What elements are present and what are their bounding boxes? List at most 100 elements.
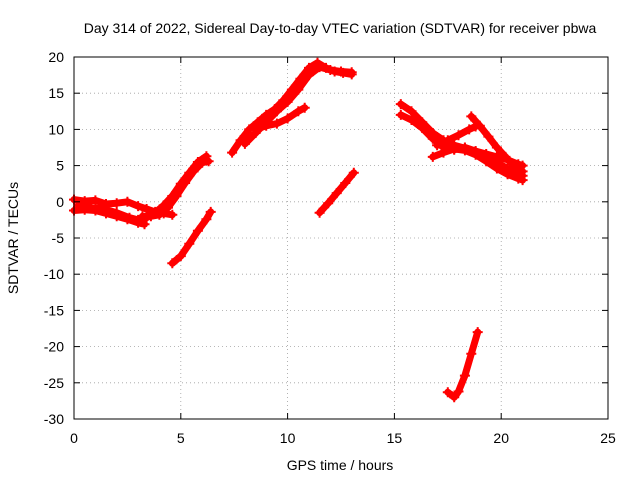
data-point-marker bbox=[464, 124, 475, 135]
data-point-marker bbox=[197, 157, 208, 168]
x-tick-label: 20 bbox=[493, 430, 509, 446]
series-line bbox=[444, 328, 482, 401]
y-tick-label: 20 bbox=[48, 49, 64, 65]
data-point-marker bbox=[137, 211, 148, 222]
data-point-marker bbox=[442, 387, 453, 398]
data-point-marker bbox=[483, 131, 494, 142]
axis-ticks bbox=[73, 56, 609, 420]
data-point-marker bbox=[427, 133, 438, 144]
data-point-marker bbox=[449, 392, 460, 403]
data-point-marker bbox=[299, 102, 310, 113]
series-arc-6 bbox=[442, 327, 483, 403]
data-point-marker bbox=[122, 196, 133, 207]
data-point-marker bbox=[481, 156, 492, 167]
data-point-marker bbox=[124, 212, 135, 223]
data-point-marker bbox=[427, 151, 438, 162]
x-tick-label: 25 bbox=[600, 430, 616, 446]
data-point-marker bbox=[192, 225, 203, 236]
series-arc-1d bbox=[137, 156, 214, 222]
data-point-marker bbox=[188, 166, 199, 177]
data-point-marker bbox=[502, 169, 513, 180]
series-arc-2 bbox=[167, 206, 216, 269]
data-point-marker bbox=[340, 178, 351, 188]
data-point-marker bbox=[346, 67, 357, 78]
data-point-marker bbox=[282, 113, 293, 124]
data-point-marker bbox=[201, 214, 212, 225]
data-point-marker bbox=[348, 167, 359, 178]
data-point-marker bbox=[133, 201, 144, 212]
series-arc-5c bbox=[427, 143, 528, 186]
data-point-marker bbox=[154, 209, 165, 220]
data-point-marker bbox=[111, 198, 122, 209]
data-point-marker bbox=[205, 206, 216, 217]
data-point-marker bbox=[459, 370, 470, 381]
y-tick-label: -30 bbox=[44, 411, 64, 427]
series-line bbox=[429, 145, 527, 184]
x-axis-label: GPS time / hours bbox=[287, 457, 394, 473]
data-point-marker bbox=[500, 151, 511, 162]
y-tick-label: -20 bbox=[44, 339, 64, 355]
data-point-marker bbox=[90, 195, 101, 206]
data-point-marker bbox=[163, 202, 173, 213]
data-point-marker bbox=[432, 140, 443, 151]
data-point-marker bbox=[141, 204, 152, 214]
data-point-marker bbox=[459, 145, 470, 156]
data-point-marker bbox=[293, 84, 304, 95]
data-point-marker bbox=[167, 258, 178, 269]
data-point-marker bbox=[203, 156, 214, 167]
data-point-marker bbox=[449, 143, 460, 154]
data-point-marker bbox=[282, 96, 293, 107]
y-tick-label: -5 bbox=[52, 230, 65, 246]
y-tick-label: 15 bbox=[48, 85, 64, 101]
data-point-marker bbox=[438, 147, 449, 158]
data-point-marker bbox=[250, 124, 261, 135]
y-tick-label: 5 bbox=[56, 158, 64, 174]
data-point-marker bbox=[314, 62, 325, 73]
data-point-marker bbox=[453, 130, 464, 141]
series-line bbox=[397, 111, 527, 180]
data-point-marker bbox=[86, 202, 97, 213]
data-point-marker bbox=[474, 120, 485, 131]
series-arc-3c bbox=[250, 102, 310, 135]
data-point-marker bbox=[271, 118, 282, 129]
data-point-marker bbox=[491, 142, 502, 153]
data-point-marker bbox=[175, 251, 186, 262]
chart-title: Day 314 of 2022, Sidereal Day-to-day VTE… bbox=[84, 20, 597, 36]
data-point-marker bbox=[331, 188, 342, 199]
y-tick-label: 10 bbox=[48, 121, 64, 137]
data-point-marker bbox=[517, 175, 528, 186]
data-point-marker bbox=[314, 207, 325, 218]
data-point-marker bbox=[293, 106, 304, 117]
data-point-marker bbox=[406, 106, 417, 117]
data-point-marker bbox=[167, 209, 178, 220]
data-point-marker bbox=[442, 135, 453, 146]
data-point-marker bbox=[466, 348, 477, 359]
data-series-group bbox=[69, 57, 528, 403]
x-tick-label: 15 bbox=[387, 430, 403, 446]
series-arc-5e bbox=[466, 111, 528, 177]
data-point-marker bbox=[491, 163, 502, 174]
y-tick-labels: -30 -25 -20 -15 -10 -5 0 5 10 15 20 bbox=[44, 49, 64, 427]
x-tick-label: 5 bbox=[177, 430, 185, 446]
y-tick-label: -10 bbox=[44, 266, 64, 282]
data-point-marker bbox=[336, 66, 346, 77]
x-tick-labels: 0 5 10 15 20 25 bbox=[70, 430, 616, 446]
data-point-marker bbox=[406, 115, 417, 125]
data-point-marker bbox=[304, 70, 314, 81]
data-point-marker bbox=[261, 120, 272, 131]
data-point-marker bbox=[395, 109, 406, 120]
data-point-marker bbox=[453, 386, 464, 397]
data-point-marker bbox=[180, 178, 191, 188]
data-point-marker bbox=[325, 65, 336, 75]
data-point-marker bbox=[509, 160, 519, 171]
y-tick-label: -25 bbox=[44, 375, 64, 391]
data-point-marker bbox=[239, 138, 250, 149]
x-tick-label: 10 bbox=[280, 430, 296, 446]
series-arc-4 bbox=[314, 167, 359, 218]
data-point-marker bbox=[466, 111, 477, 122]
data-point-marker bbox=[271, 106, 282, 117]
data-point-marker bbox=[472, 327, 483, 338]
data-point-marker bbox=[111, 207, 122, 218]
data-point-marker bbox=[227, 147, 238, 158]
